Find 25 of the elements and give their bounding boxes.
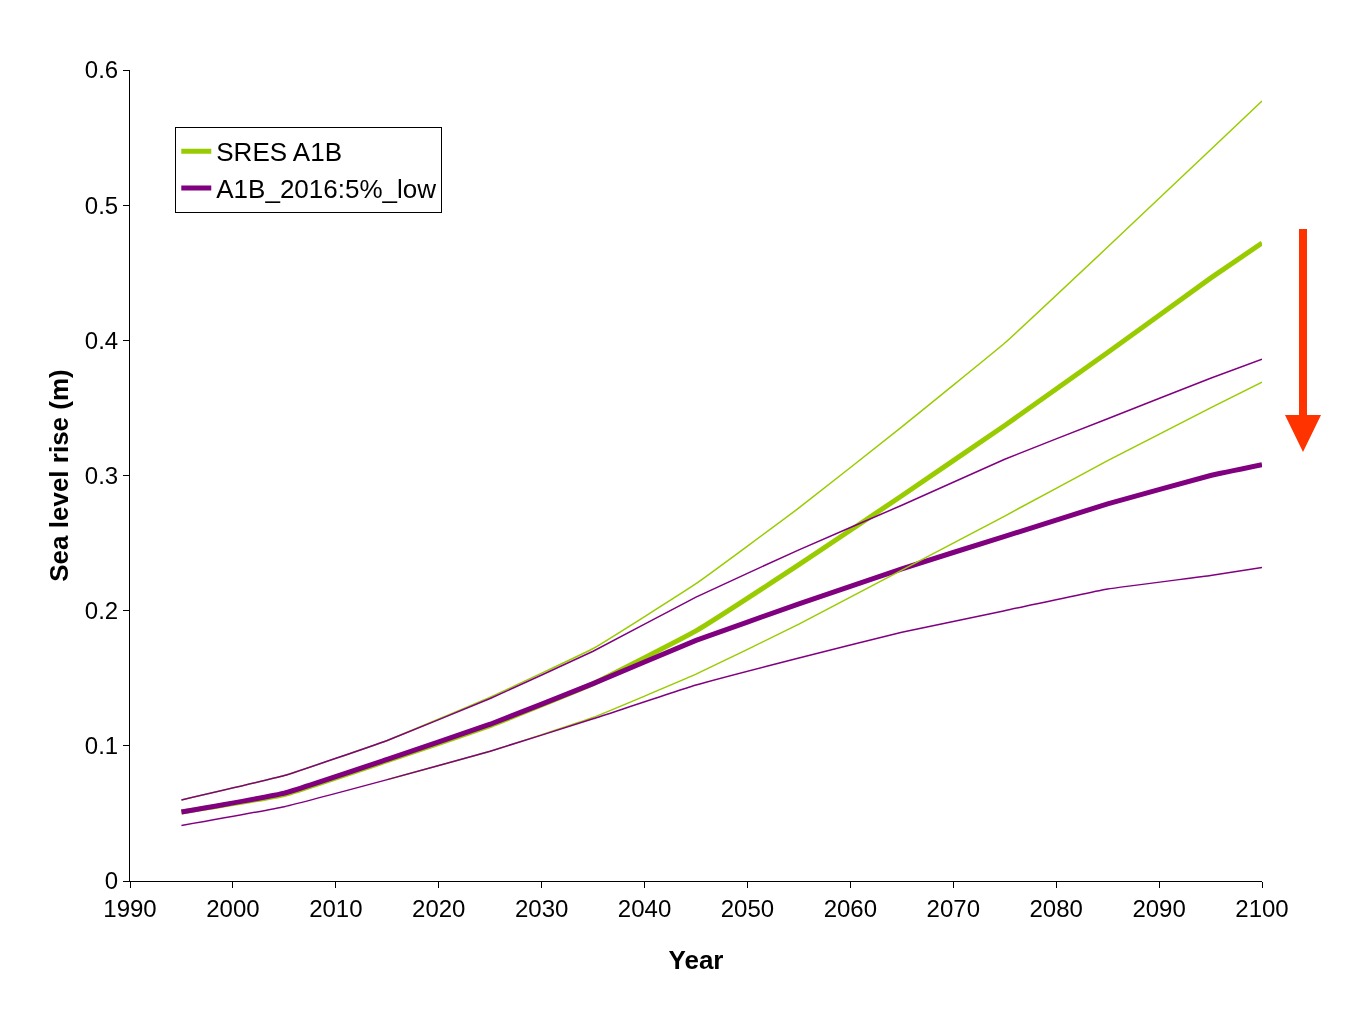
x-tick-label: 2020 xyxy=(412,894,466,922)
legend-label: SRES A1B xyxy=(216,137,343,168)
x-tick-label: 2060 xyxy=(823,894,878,922)
x-tick-label: 2000 xyxy=(206,894,260,922)
line-series xyxy=(180,358,1262,801)
x-tick-label: 2030 xyxy=(514,894,569,922)
x-tick-label: 2070 xyxy=(926,894,980,922)
legend-label: A1B_2016:5%_low xyxy=(216,174,437,205)
x-tick-label: 2040 xyxy=(617,894,672,922)
x-tick-label: 2010 xyxy=(309,894,363,922)
y-tick-label: 0 xyxy=(104,867,119,895)
x-tick-label: 2080 xyxy=(1029,894,1083,922)
x-tick-label: 2100 xyxy=(1235,894,1289,922)
x-tick-label: 2090 xyxy=(1132,894,1186,922)
y-tick-label: 0.3 xyxy=(84,461,119,489)
y-axis-title: Sea level rise (m) xyxy=(44,369,74,582)
y-tick-label: 0.5 xyxy=(84,191,119,219)
y-tick-label: 0.1 xyxy=(84,732,119,760)
x-tick-label: 2050 xyxy=(720,894,775,922)
y-tick-label: 0.4 xyxy=(84,326,119,354)
x-tick-label: 1990 xyxy=(103,894,157,922)
y-tick-label: 0.6 xyxy=(84,56,119,84)
x-axis-title: Year xyxy=(668,945,724,975)
y-tick-label: 0.2 xyxy=(84,597,119,625)
line-series xyxy=(180,566,1262,827)
